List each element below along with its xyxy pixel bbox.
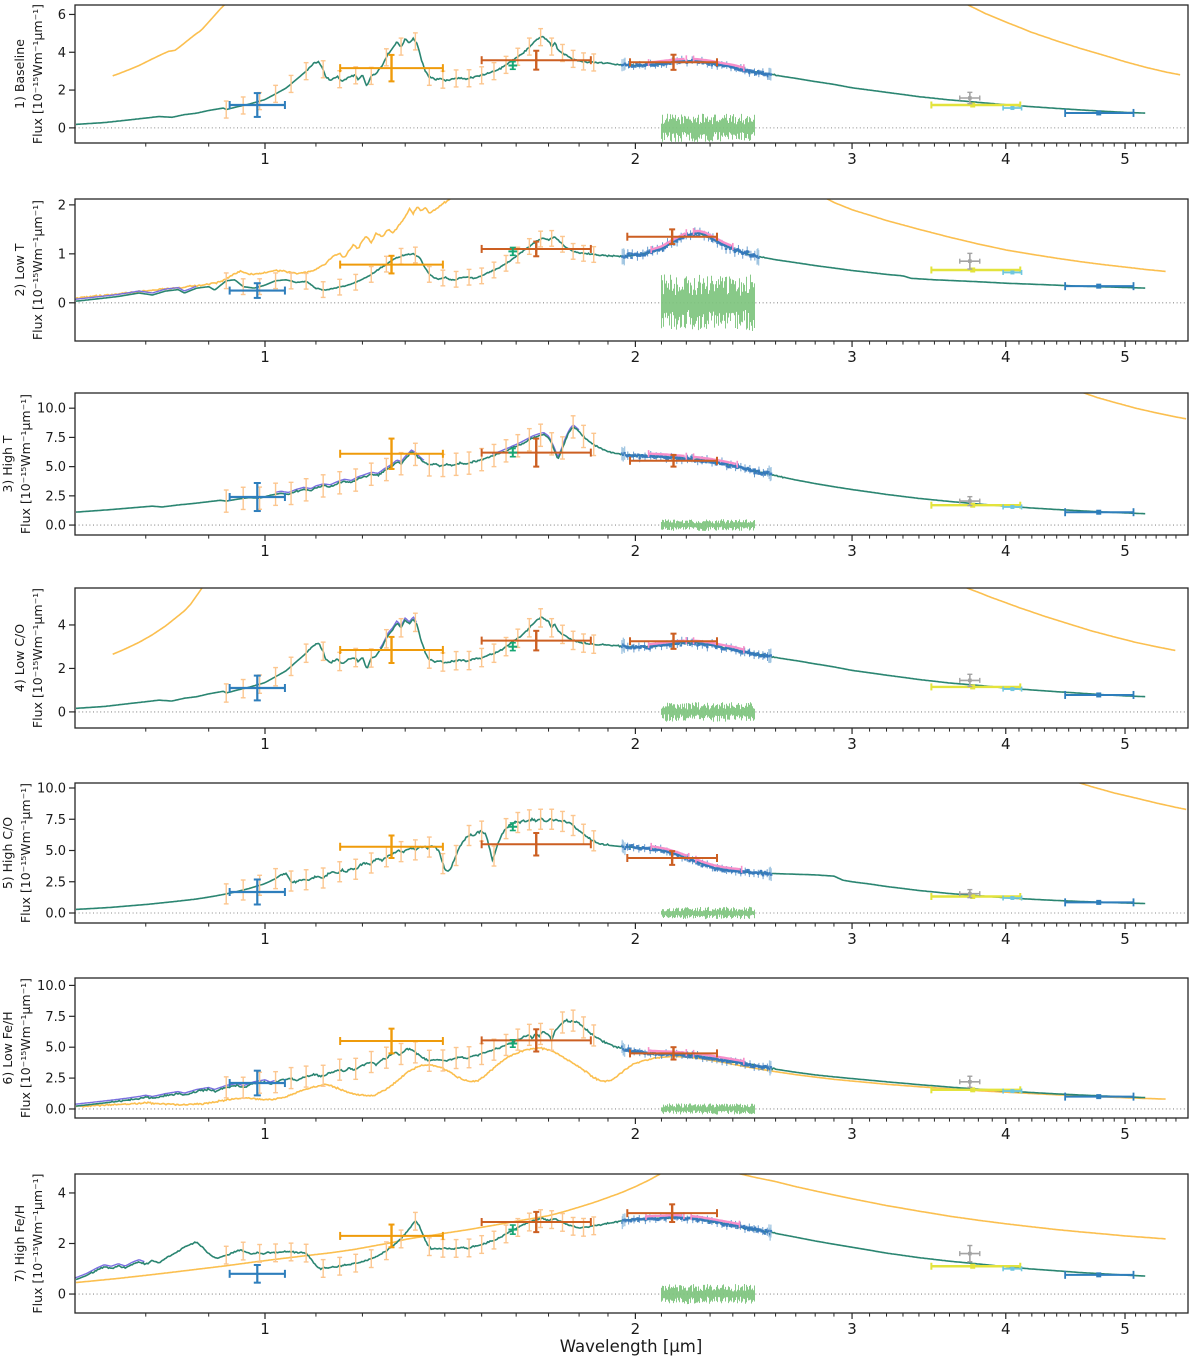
y-tick-label: 4 — [58, 46, 66, 61]
panel-7-axes: 1 2 3 4 5 0 2 4 7) High Fe/H Flux [10⁻¹⁵Wm⁻¹μm⁻¹] — [12, 1173, 1189, 1338]
x-axis-title: Wavelength [μm] — [560, 1337, 703, 1356]
y-tick-label: 5.0 — [45, 1041, 66, 1056]
panel-label: 5) High C/O — [0, 817, 15, 889]
panel-4-axes: 1 2 3 4 5 0 2 4 4) Low C/O Flux [10⁻¹⁵Wm⁻¹μm⁻¹] — [12, 587, 1189, 753]
y-tick-label: 2 — [58, 662, 66, 677]
y-tick-label: 7.5 — [45, 431, 66, 446]
x-tick-label: 5 — [1120, 1320, 1130, 1338]
y-tick-label: 2.5 — [45, 875, 66, 890]
y-tick-label: 1 — [58, 247, 66, 262]
y-axis-title: Flux [10⁻¹⁵Wm⁻¹μm⁻¹] — [30, 4, 45, 144]
x-tick-label: 1 — [260, 1320, 270, 1338]
x-tick-label: 3 — [847, 150, 857, 168]
panel-2-plot-area — [75, 199, 1188, 331]
x-tick-label: 5 — [1120, 1125, 1130, 1143]
x-tick-label: 1 — [260, 348, 270, 366]
panel-1-plot-area — [75, 5, 1188, 142]
panel-4-plot-area — [75, 588, 1188, 722]
x-tick-label: 3 — [847, 930, 857, 948]
x-tick-label: 2 — [631, 1320, 641, 1338]
panel-label: 6) Low Fe/H — [0, 1011, 15, 1084]
y-axis-title: Flux [10⁻¹⁵Wm⁻¹μm⁻¹] — [18, 394, 33, 534]
x-tick-label: 5 — [1120, 150, 1130, 168]
x-tick-label: 2 — [631, 930, 641, 948]
panel-7-plot-area — [75, 1174, 1188, 1305]
x-tick-label: 5 — [1120, 542, 1130, 560]
x-tick-label: 4 — [1001, 1125, 1011, 1143]
x-tick-label: 4 — [1001, 735, 1011, 753]
y-axis-title: Flux [10⁻¹⁵Wm⁻¹μm⁻¹] — [18, 783, 33, 923]
y-tick-label: 0.0 — [45, 1102, 66, 1117]
y-tick-label: 10.0 — [37, 979, 66, 994]
x-tick-label: 1 — [260, 735, 270, 753]
y-tick-label: 2 — [58, 1237, 66, 1252]
y-tick-label: 0.0 — [45, 519, 66, 534]
y-tick-label: 10.0 — [37, 782, 66, 797]
y-tick-label: 0 — [58, 1288, 66, 1303]
x-tick-label: 2 — [631, 542, 641, 560]
panel-6-axes: 1 2 3 4 5 0.0 2.5 5.0 7.5 10.0 6) Low Fe/H Flux [10… — [0, 977, 1189, 1143]
x-tick-label: 3 — [847, 348, 857, 366]
panel-5-axes: 1 2 3 4 5 0.0 2.5 5.0 7.5 10.0 5) High C/O Flux [10… — [0, 782, 1189, 948]
y-tick-label: 2 — [58, 84, 66, 99]
x-tick-label: 5 — [1120, 735, 1130, 753]
panel-3-plot-area — [75, 393, 1188, 531]
x-tick-label: 5 — [1120, 348, 1130, 366]
y-tick-label: 0 — [58, 705, 66, 720]
x-tick-label: 5 — [1120, 930, 1130, 948]
x-tick-label: 4 — [1001, 542, 1011, 560]
x-tick-label: 2 — [631, 150, 641, 168]
panel-label: 1) Baseline — [12, 39, 27, 109]
x-tick-label: 4 — [1001, 1320, 1011, 1338]
y-tick-label: 2.5 — [45, 489, 66, 504]
panel-2-axes: 1 2 3 4 5 0 1 2 2) Low T Flux [10⁻¹⁵Wm⁻¹μm⁻¹] — [12, 198, 1189, 366]
x-tick-label: 1 — [260, 542, 270, 560]
panel-5-plot-area — [75, 783, 1188, 920]
y-tick-label: 0 — [58, 121, 66, 136]
y-tick-label: 0 — [58, 296, 66, 311]
y-axis-title: Flux [10⁻¹⁵Wm⁻¹μm⁻¹] — [30, 200, 45, 340]
x-tick-label: 1 — [260, 930, 270, 948]
x-tick-label: 1 — [260, 150, 270, 168]
y-tick-label: 4 — [58, 1186, 66, 1201]
x-tick-label: 3 — [847, 1320, 857, 1338]
y-tick-label: 2.5 — [45, 1072, 66, 1087]
panel-label: 3) High T — [0, 435, 15, 493]
y-tick-label: 2 — [58, 198, 66, 213]
y-tick-label: 0.0 — [45, 907, 66, 922]
panel-label: 7) High Fe/H — [12, 1205, 27, 1282]
panel-label: 4) Low C/O — [12, 624, 27, 692]
panel-3-axes: 1 2 3 4 5 0.0 2.5 5.0 7.5 10.0 3) High T Flux [10⁻¹… — [0, 392, 1189, 560]
y-tick-label: 7.5 — [45, 1010, 66, 1025]
x-tick-label: 1 — [260, 1125, 270, 1143]
panel-1-axes: 1 2 3 4 5 0 2 4 6 1) Baseline Flux [10⁻¹⁵Wm⁻¹μm⁻¹] — [12, 4, 1189, 168]
x-tick-label: 3 — [847, 1125, 857, 1143]
y-tick-label: 4 — [58, 618, 66, 633]
x-tick-label: 4 — [1001, 348, 1011, 366]
y-axis-title: Flux [10⁻¹⁵Wm⁻¹μm⁻¹] — [18, 978, 33, 1118]
panel-6-plot-area — [75, 1009, 1188, 1115]
panel-label: 2) Low T — [12, 243, 27, 296]
x-tick-label: 4 — [1001, 930, 1011, 948]
x-tick-label: 2 — [631, 1125, 641, 1143]
y-tick-label: 10.0 — [37, 402, 66, 417]
y-axis-title: Flux [10⁻¹⁵Wm⁻¹μm⁻¹] — [30, 1173, 45, 1313]
y-tick-label: 5.0 — [45, 460, 66, 475]
x-tick-label: 3 — [847, 542, 857, 560]
x-tick-label: 4 — [1001, 150, 1011, 168]
x-tick-label: 2 — [631, 348, 641, 366]
y-tick-label: 6 — [58, 8, 66, 23]
x-tick-label: 3 — [847, 735, 857, 753]
y-tick-label: 7.5 — [45, 813, 66, 828]
x-tick-label: 2 — [631, 735, 641, 753]
y-tick-label: 5.0 — [45, 844, 66, 859]
y-axis-title: Flux [10⁻¹⁵Wm⁻¹μm⁻¹] — [30, 588, 45, 728]
